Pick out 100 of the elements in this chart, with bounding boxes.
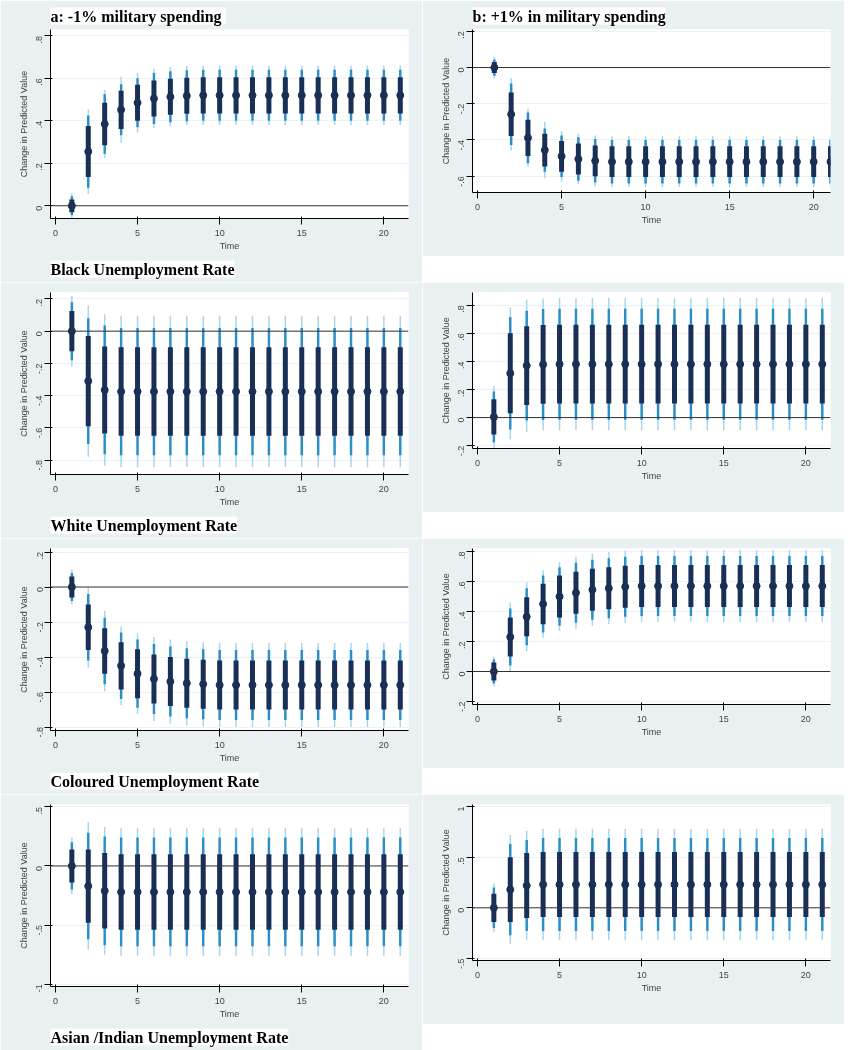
y-axis-title: Change in Predicted Value bbox=[18, 586, 29, 693]
x-tick-label: 5 bbox=[135, 995, 141, 1006]
y-axis-title: Change in Predicted Value bbox=[440, 57, 451, 165]
x-tick-label: 5 bbox=[135, 227, 141, 238]
y-tick-label: .5 bbox=[456, 857, 467, 865]
x-tick-label: 15 bbox=[718, 713, 729, 724]
x-tick-label: 10 bbox=[636, 969, 647, 980]
y-tick-label: -.2 bbox=[456, 103, 467, 115]
y-tick-label: 0 bbox=[34, 586, 45, 593]
x-tick-label: 20 bbox=[800, 713, 811, 724]
y-tick-label: 1 bbox=[456, 806, 467, 812]
y-tick-label: 0 bbox=[456, 907, 467, 913]
x-tick-label: 5 bbox=[135, 483, 141, 494]
y-tick-label: 0 bbox=[34, 331, 45, 337]
x-axis-title: Time bbox=[641, 470, 662, 481]
y-tick-label: .8 bbox=[456, 551, 467, 560]
x-tick-label: 20 bbox=[800, 457, 811, 468]
y-tick-label: -.2 bbox=[456, 445, 467, 457]
y-tick-label: .2 bbox=[34, 551, 45, 560]
x-tick-label: 5 bbox=[559, 201, 565, 212]
x-tick-label: 20 bbox=[378, 483, 389, 494]
x-tick-label: 10 bbox=[214, 739, 225, 750]
x-tick-label: 0 bbox=[52, 227, 58, 238]
text: Coloured Unemployment Rate bbox=[50, 772, 260, 791]
y-tick-label: -.6 bbox=[456, 176, 467, 187]
y-tick-label: -.5 bbox=[456, 958, 467, 969]
y-tick-label: -.2 bbox=[34, 621, 45, 633]
x-tick-label: 0 bbox=[474, 457, 480, 468]
y-tick-label: -.2 bbox=[34, 363, 45, 374]
x-tick-label: 5 bbox=[135, 739, 141, 750]
y-tick-label: .2 bbox=[456, 641, 467, 650]
y-tick-label: .6 bbox=[456, 333, 467, 341]
y-axis-title: Change in Predicted Value bbox=[440, 573, 451, 680]
x-tick-label: 10 bbox=[214, 483, 225, 494]
y-axis-title: Change in Predicted Value bbox=[18, 330, 29, 437]
x-axis-title: Time bbox=[641, 982, 662, 993]
x-tick-label: 0 bbox=[474, 713, 480, 724]
y-tick-label: .4 bbox=[34, 120, 45, 129]
x-tick-label: 0 bbox=[52, 739, 58, 750]
x-tick-label: 5 bbox=[557, 969, 563, 980]
text: White Unemployment Rate bbox=[50, 516, 238, 535]
y-tick-label: -.4 bbox=[456, 139, 467, 151]
x-tick-label: 5 bbox=[557, 713, 563, 724]
x-axis-title: Time bbox=[219, 1008, 240, 1019]
y-axis-title: Change in Predicted Value bbox=[18, 70, 29, 178]
x-tick-label: 15 bbox=[296, 483, 307, 494]
x-tick-label: 15 bbox=[296, 995, 307, 1006]
y-tick-label: .2 bbox=[34, 163, 45, 171]
x-tick-label: 0 bbox=[52, 995, 58, 1006]
x-tick-label: 20 bbox=[378, 739, 389, 750]
x-axis-title: Time bbox=[219, 752, 240, 763]
x-tick-label: 20 bbox=[378, 995, 389, 1006]
y-tick-label: -.4 bbox=[34, 395, 45, 407]
x-tick-label: 0 bbox=[475, 201, 481, 212]
chart-title: b: +1% in military spending bbox=[472, 7, 666, 26]
x-tick-label: 0 bbox=[52, 483, 58, 494]
y-tick-label: -.6 bbox=[34, 427, 45, 439]
x-tick-label: 10 bbox=[640, 201, 651, 212]
y-axis-title: Change in Predicted Value bbox=[18, 842, 29, 949]
y-tick-label: .2 bbox=[456, 31, 467, 39]
y-tick-label: .6 bbox=[456, 581, 467, 590]
x-tick-label: 15 bbox=[724, 201, 735, 212]
text: Asian /Indian Unemployment Rate bbox=[50, 1028, 289, 1047]
y-tick-label: -.8 bbox=[34, 726, 45, 738]
y-tick-label: 0 bbox=[34, 865, 45, 871]
x-axis-title: Time bbox=[641, 214, 662, 225]
y-tick-label: -.2 bbox=[456, 701, 467, 712]
y-axis-title: Change in Predicted Value bbox=[440, 829, 451, 936]
x-tick-label: 15 bbox=[718, 969, 729, 980]
x-tick-label: 20 bbox=[800, 969, 811, 980]
y-tick-label: .2 bbox=[34, 298, 45, 307]
y-tick-label: -.6 bbox=[34, 691, 45, 703]
y-tick-label: -.5 bbox=[34, 925, 45, 936]
y-tick-label: 0 bbox=[456, 417, 467, 423]
x-tick-label: 15 bbox=[296, 227, 307, 238]
y-tick-label: .2 bbox=[456, 389, 467, 397]
y-tick-label: .8 bbox=[456, 305, 467, 313]
y-tick-label: -1 bbox=[34, 984, 45, 993]
y-tick-label: .6 bbox=[34, 78, 45, 86]
y-tick-label: .4 bbox=[456, 611, 467, 620]
y-axis-title: Change in Predicted Value bbox=[440, 317, 451, 424]
x-tick-label: 5 bbox=[557, 457, 563, 468]
chart-title: a: -1% military spending bbox=[50, 7, 222, 26]
x-tick-label: 10 bbox=[214, 227, 225, 238]
y-tick-label: 0 bbox=[456, 67, 467, 73]
x-tick-label: 20 bbox=[808, 201, 819, 212]
y-tick-label: .8 bbox=[34, 35, 45, 44]
y-tick-label: .4 bbox=[456, 361, 467, 369]
x-tick-label: 20 bbox=[378, 227, 389, 238]
y-tick-label: .5 bbox=[34, 806, 45, 815]
x-tick-label: 10 bbox=[636, 457, 647, 468]
x-tick-label: 15 bbox=[718, 457, 729, 468]
x-tick-label: 10 bbox=[636, 713, 647, 724]
x-tick-label: 10 bbox=[214, 995, 225, 1006]
y-tick-label: -.8 bbox=[34, 459, 45, 471]
text: Black Unemployment Rate bbox=[50, 260, 235, 279]
x-axis-title: Time bbox=[219, 496, 240, 507]
y-tick-label: -.4 bbox=[34, 656, 45, 668]
y-tick-label: 0 bbox=[456, 671, 467, 677]
x-tick-label: 15 bbox=[296, 739, 307, 750]
